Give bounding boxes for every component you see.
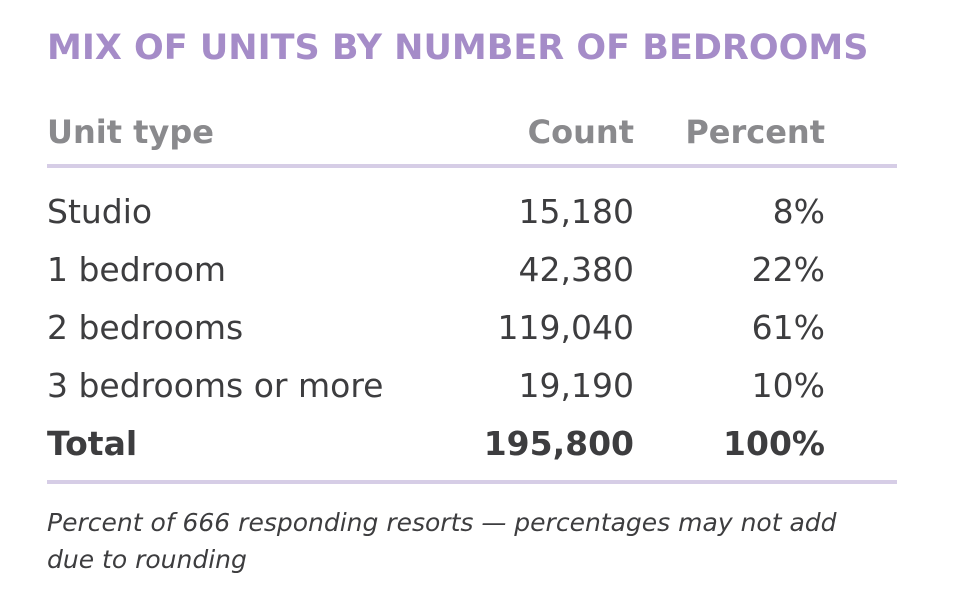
cell-unit-type: 2 bedrooms: [47, 308, 244, 347]
total-count: 195,800: [483, 424, 634, 463]
cell-count: 119,040: [497, 308, 634, 347]
cell-count: 15,180: [518, 192, 634, 231]
table-header-row: Unit type Count Percent: [47, 110, 897, 164]
cell-unit-type: 3 bedrooms or more: [47, 366, 384, 405]
table-row: 1 bedroom 42,380 22%: [47, 248, 897, 306]
total-percent: 100%: [723, 424, 825, 463]
cell-percent: 8%: [772, 192, 825, 231]
table-row: 2 bedrooms 119,040 61%: [47, 306, 897, 364]
cell-unit-type: Studio: [47, 192, 153, 231]
header-percent: Percent: [685, 113, 825, 151]
header-divider: [47, 164, 897, 168]
total-row: Total 195,800 100%: [47, 422, 897, 480]
unit-mix-table: Unit type Count Percent Studio 15,180 8%…: [47, 110, 897, 484]
table-row: 3 bedrooms or more 19,190 10%: [47, 364, 897, 422]
table-row: Studio 15,180 8%: [47, 190, 897, 248]
header-count: Count: [527, 113, 634, 151]
total-label: Total: [47, 424, 138, 463]
cell-percent: 61%: [751, 308, 825, 347]
cell-percent: 22%: [751, 250, 825, 289]
cell-unit-type: 1 bedroom: [47, 250, 227, 289]
footer-divider: [47, 480, 897, 484]
header-unit-type: Unit type: [47, 113, 214, 151]
cell-percent: 10%: [751, 366, 825, 405]
cell-count: 42,380: [518, 250, 634, 289]
cell-count: 19,190: [518, 366, 634, 405]
footnote: Percent of 666 responding resorts — perc…: [47, 508, 837, 574]
page-title: MIX OF UNITS BY NUMBER OF BEDROOMS: [47, 28, 869, 68]
